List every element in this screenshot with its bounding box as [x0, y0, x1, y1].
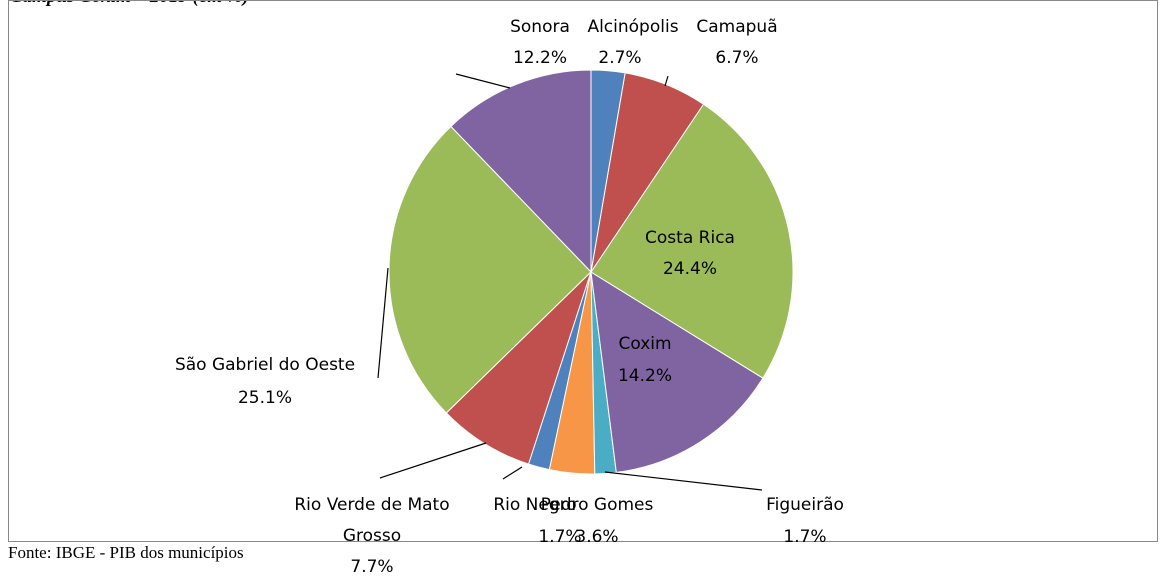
pie-slice	[590, 103, 794, 379]
slice-label: Coxim	[618, 334, 672, 354]
leader-line	[455, 73, 511, 89]
leader-line	[604, 471, 763, 491]
leader-line	[502, 466, 523, 480]
slice-label: Alcinópolis	[587, 17, 679, 37]
leader-line	[377, 267, 389, 379]
slice-value-label: 25.1%	[237, 388, 293, 408]
slice-value-label: 6.7%	[715, 48, 759, 68]
chart-frame	[8, 0, 1158, 542]
leader-line	[379, 442, 487, 479]
pie-slice	[590, 271, 764, 473]
slice-value-label: 7.7%	[350, 557, 394, 577]
pie-slice	[450, 69, 592, 274]
slice-label: Rio Verde de Mato Grosso	[294, 495, 450, 546]
slice-label: Pedro Gomes	[540, 495, 654, 515]
slice-value-label: 24.4%	[662, 259, 718, 279]
slice-label: Camapuã	[696, 17, 778, 37]
pie-slice	[590, 69, 626, 273]
source-note: Fonte: IBGE - PIB dos municípios	[8, 543, 244, 562]
slice-value-label: 12.2%	[512, 48, 568, 68]
slice-value-label: 2.7%	[598, 48, 642, 68]
slice-label: Costa Rica	[645, 228, 735, 248]
slice-value-label: 1.7%	[538, 527, 582, 547]
slice-value-label: 14.2%	[617, 366, 673, 386]
slice-label: Rio Negro	[493, 495, 577, 515]
slice-label: São Gabriel do Oeste	[174, 355, 356, 375]
chart-title: Campus Coxim – 2019 (em %)	[10, 0, 249, 8]
slice-label: Sonora	[510, 17, 570, 37]
leader-lines	[377, 73, 763, 491]
slice-label: Figueirão	[766, 495, 844, 515]
slice-value-label: 3.6%	[575, 527, 619, 547]
pie-slice	[388, 125, 592, 414]
leader-line	[664, 75, 669, 87]
slice-value-label: 1.7%	[783, 527, 827, 547]
